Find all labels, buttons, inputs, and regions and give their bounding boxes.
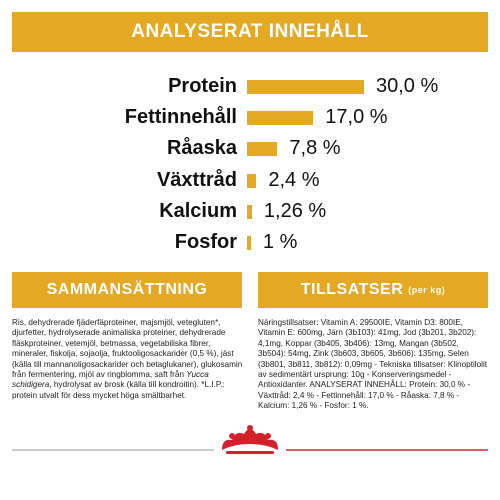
nutrient-label: Fettinnehåll: [124, 106, 237, 129]
additives-band: TILLSATSER (per kg): [258, 272, 488, 308]
value-label: 1,26 %: [263, 199, 327, 222]
additives-title: TILLSATSER: [300, 281, 404, 298]
nutrient-label: Fosfor: [174, 231, 237, 253]
nutrient-label: Protein: [168, 75, 237, 97]
additives-text: Näringstillsatser: Vitamin A: 29500IE, V…: [258, 318, 488, 412]
composition-band: SAMMANSÄTTNING: [12, 272, 242, 308]
value-label: 30,0 %: [376, 75, 439, 97]
bar: [247, 111, 314, 126]
nutrient-label: Råaska: [166, 137, 237, 160]
text: Näringstillsatser: Vitamin A: 29500IE, V…: [258, 318, 488, 411]
nutrient-label: Växttråd: [156, 168, 237, 191]
additives-subtitle: (per kg): [408, 285, 446, 295]
bar: [247, 80, 364, 94]
header-band: ANALYSERAT INNEHÅLL: [12, 12, 488, 52]
text-italic: Yucca schidigera: [12, 370, 209, 390]
bar: [247, 236, 251, 250]
value-label: 1 %: [262, 231, 298, 253]
bar: [247, 142, 278, 157]
bar: [247, 173, 257, 188]
nutrient-label: Kalcium: [159, 199, 237, 222]
header-title: ANALYSERAT INNEHÅLL: [131, 21, 369, 42]
bar: [247, 204, 252, 219]
text: , hydrolysat av brosk (källa till kondro…: [12, 380, 225, 400]
value-label: 17,0 %: [325, 106, 388, 129]
value-label: 2,4 %: [268, 168, 320, 191]
brand-logo: [12, 425, 488, 454]
value-label: 7,8 %: [289, 137, 341, 160]
composition-title: SAMMANSÄTTNING: [46, 281, 208, 298]
composition-text: Ris, dehydrerade fjäderfäproteiner, majs…: [12, 318, 244, 401]
text: Ris, dehydrerade fjäderfäproteiner, majs…: [12, 318, 243, 380]
